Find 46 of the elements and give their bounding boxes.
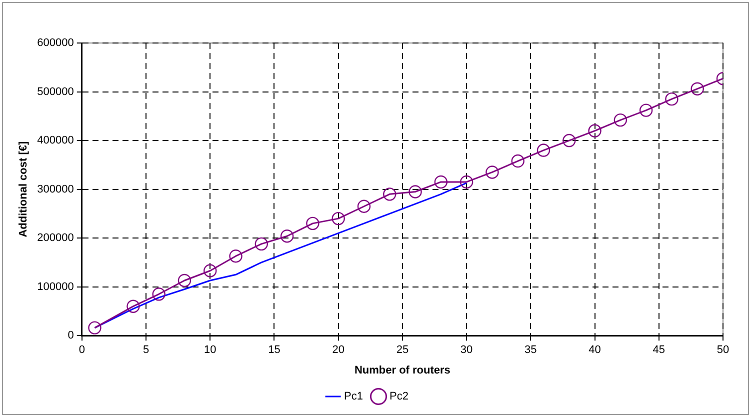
- y-tick-label: 400000: [37, 134, 74, 147]
- point: [665, 92, 678, 106]
- point: [486, 166, 499, 179]
- point: [383, 188, 396, 201]
- y-tick-label: 500000: [37, 86, 74, 98]
- legend-label: Pc1: [344, 390, 364, 403]
- x-tick-label: 5: [142, 344, 150, 356]
- point: [152, 288, 166, 301]
- x-tick-label: 25: [396, 344, 409, 356]
- point: [511, 154, 524, 168]
- point: [332, 212, 345, 226]
- point: [254, 237, 268, 251]
- y-tick-label: 300000: [37, 183, 74, 196]
- point: [562, 134, 576, 148]
- point: [88, 321, 102, 334]
- x-tick-label: 0: [78, 344, 85, 356]
- y-tick-label: 200000: [37, 232, 74, 244]
- x-tick-label: 40: [588, 344, 601, 356]
- y-tick-label: 600000: [37, 37, 74, 50]
- x-tick-label: 20: [332, 344, 344, 356]
- point: [306, 216, 320, 230]
- point: [460, 175, 474, 189]
- x-tick-label: 30: [460, 344, 473, 356]
- x-tick-label: 15: [268, 344, 280, 356]
- point: [229, 250, 242, 263]
- point: [588, 124, 602, 138]
- y-tick-label: 100000: [37, 280, 74, 293]
- point: [280, 230, 294, 243]
- point: [126, 300, 140, 313]
- point: [434, 175, 448, 189]
- point: [639, 104, 653, 117]
- y-axis-title: Additional cost [€]: [18, 140, 30, 238]
- x-axis-title: Number of routers: [354, 364, 450, 376]
- x-tick-label: 45: [652, 344, 666, 356]
- point: [408, 185, 422, 198]
- point: [614, 113, 628, 127]
- point: [690, 82, 704, 96]
- x-tick-label: 10: [204, 344, 216, 356]
- y-tick-label: 0: [68, 330, 74, 342]
- x-tick-label: 50: [716, 344, 730, 356]
- legend-label: Pc2: [390, 390, 408, 403]
- point: [536, 144, 550, 157]
- point: [178, 274, 192, 288]
- point: [357, 200, 371, 213]
- x-tick-label: 35: [524, 344, 537, 356]
- point: [204, 264, 217, 278]
